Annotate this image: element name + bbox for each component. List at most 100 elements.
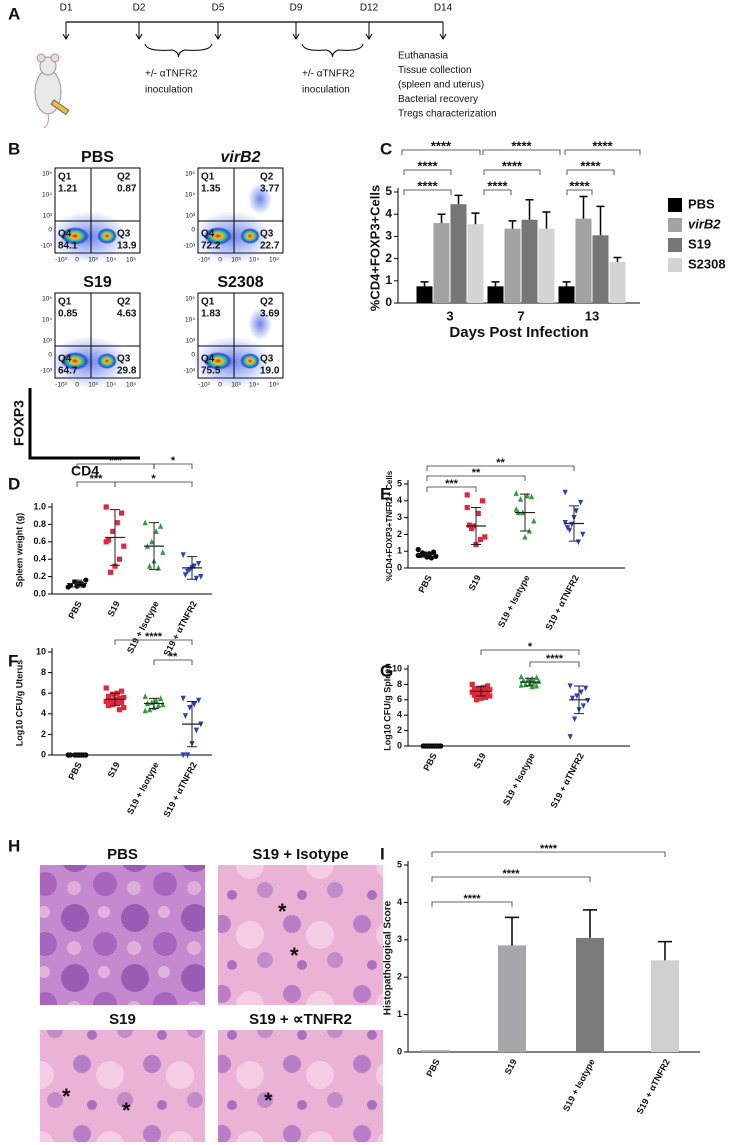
data-point [485,690,491,696]
flow-title: S2308 [217,274,263,291]
panel-label: B [8,139,20,158]
panel-label: I [380,844,385,863]
x-tick-label: 3 [446,308,453,323]
quadrant-value: 3.69 [260,309,280,320]
data-point [469,525,475,532]
flow-y-tick: 10⁵ [42,171,52,178]
endpoint-text: Bacterial recovery [398,94,478,105]
data-point [158,523,164,529]
flow-x-tick: 10⁴ [106,257,116,264]
flow-x-tick: 10³ [88,382,98,389]
error-bar [491,281,500,287]
flow-x-tick: 10³ [231,257,241,264]
x-tick-label: S19 + Isotype [561,1057,597,1113]
data-point [464,492,470,498]
quadrant-name: Q4 [201,229,215,240]
flow-y-tick: 10⁴ [42,192,52,199]
significance-label: * [171,455,176,467]
y-tick-label: 1 [397,546,402,556]
flow-axes [28,388,140,460]
flow-y-tick: 0 [191,227,195,234]
data-point [83,577,89,583]
quadrant-name: Q1 [201,297,215,308]
flow-x-tick: 10⁴ [249,257,259,264]
data-point [575,539,581,546]
significance-label: **** [502,158,523,173]
sd-bar [110,509,120,566]
data-point [574,693,580,700]
quadrant-value: 72.2 [201,241,221,252]
timeline-arrow [439,22,447,40]
flow-y-tick: 0 [191,352,195,359]
flow-y-tick: 0 [48,352,52,359]
data-point [480,684,486,691]
data-point [142,693,148,699]
bar [498,945,526,1052]
data-point [529,493,535,500]
flow-x-label: CD4 [71,463,99,479]
error-bar [437,213,446,224]
flow-y-tick: 10³ [186,338,196,345]
x-tick-label: S19 + Isotype [125,599,161,655]
quadrant-value: 4.63 [117,309,137,320]
data-point [469,681,475,687]
y-tick-label: 0 [397,740,402,750]
quadrant-value: 22.7 [260,241,280,252]
sd-bar [422,551,432,558]
data-point [513,506,519,512]
significance-label: * [528,641,533,653]
bar [538,228,555,303]
data-point [112,563,118,569]
data-point [142,707,148,714]
data-point [480,498,486,504]
sd-bar [72,579,82,588]
timeline-arrow [135,22,143,40]
flow-blob [61,227,89,245]
data-point [562,489,568,496]
y-tick-label: 0.0 [33,588,46,598]
significance-bracket [480,649,580,655]
quadrant-name: Q1 [58,172,72,183]
y-tick-label: 1 [385,273,392,287]
error-bar [562,281,571,287]
histology-title: S19 + ∝TNFR2 [249,1011,352,1028]
flow-haze [248,308,272,340]
data-point [580,703,586,710]
data-point [415,546,421,553]
data-point [578,689,584,696]
flow-haze [248,183,272,215]
data-point [114,700,120,707]
y-tick-label: 2 [397,972,402,982]
x-tick-label: S19 + Isotype [501,751,537,807]
significance-bracket [431,901,513,907]
quadrant-value: 19.0 [260,366,280,377]
data-point [191,701,197,708]
significance-bracket [153,659,193,665]
y-tick-label: 4 [397,495,402,505]
y-tick-label: 10 [36,646,46,656]
data-point [185,752,191,759]
data-point [110,701,116,708]
data-point [471,692,477,698]
data-point [534,674,540,681]
significance-bracket [482,149,561,155]
data-point [155,564,161,571]
quadrant-value: 1.83 [201,309,221,320]
flow-x-tick: 10⁵ [126,382,136,389]
y-axis-label: Histopathological Score [383,900,394,1015]
flow-y-tick: -10³ [183,243,195,250]
flow-x-tick: 10³ [88,257,98,264]
quadrant-value: 64.7 [58,366,78,377]
sd-bar [187,700,197,748]
timeline-arrow [292,22,300,40]
significance-label: **** [569,178,590,193]
data-point [464,504,470,511]
data-point [478,695,484,701]
data-point [476,685,482,691]
histology-title: PBS [107,846,138,863]
y-tick-label: 5 [397,478,402,488]
y-tick-label: 3 [385,229,392,243]
day-label: D5 [212,3,225,14]
endpoint-text: (spleen and uterus) [398,80,484,91]
sd-bar [520,493,530,532]
